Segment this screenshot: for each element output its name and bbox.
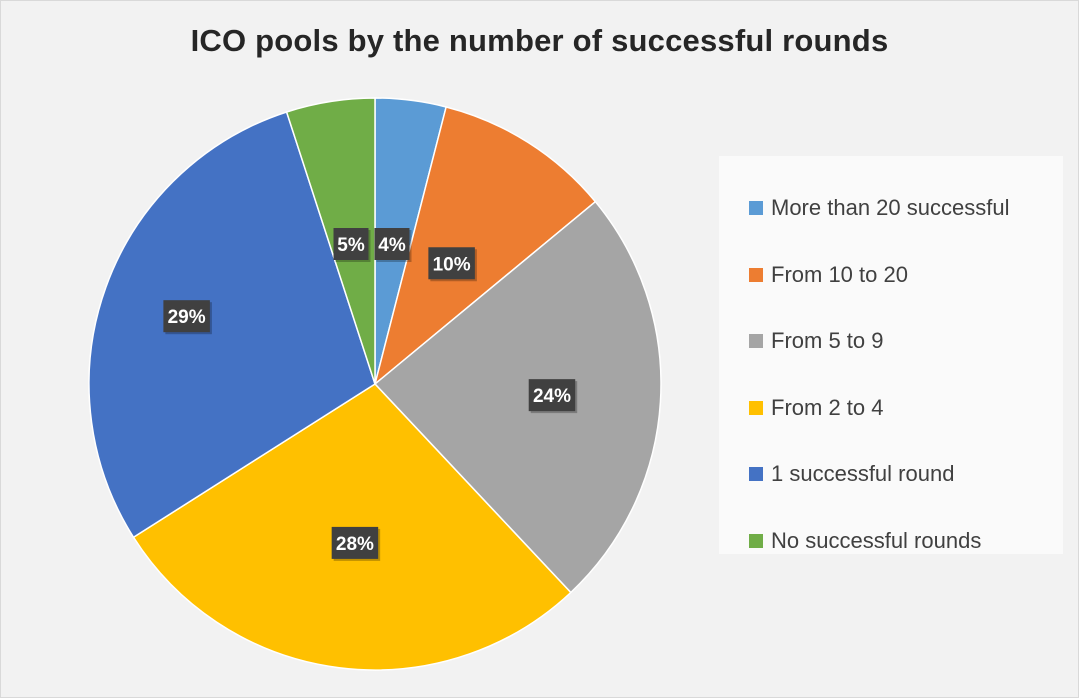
data-label-text-2: 24% bbox=[533, 386, 571, 407]
legend-item-1: From 10 to 20 bbox=[719, 242, 1063, 309]
legend-item-0: More than 20 successful bbox=[719, 175, 1063, 242]
legend-swatch-5 bbox=[749, 533, 763, 548]
data-label-text-5: 5% bbox=[337, 235, 365, 256]
legend-swatch-1 bbox=[749, 267, 763, 282]
pie-slice-5 bbox=[285, 97, 376, 385]
legend-label-5: No successful rounds bbox=[771, 527, 982, 553]
legend-swatch-0 bbox=[749, 201, 763, 216]
data-label-text-3: 28% bbox=[336, 534, 374, 555]
data-label-0: 4% bbox=[374, 228, 412, 262]
legend-swatch-3 bbox=[749, 400, 763, 415]
legend-label-4: 1 successful round bbox=[771, 461, 955, 487]
data-label-3: 28% bbox=[331, 526, 381, 561]
data-label-text-0: 4% bbox=[378, 235, 406, 256]
legend-item-4: 1 successful round bbox=[719, 441, 1063, 508]
legend-label-1: From 10 to 20 bbox=[771, 261, 908, 287]
data-label-5: 5% bbox=[333, 228, 371, 262]
legend-label-2: From 5 to 9 bbox=[771, 328, 884, 354]
data-label-text-1: 10% bbox=[433, 254, 471, 275]
pie-slice-2 bbox=[373, 200, 662, 594]
legend-label-3: From 2 to 4 bbox=[771, 394, 884, 420]
chart-legend: More than 20 successful From 10 to 20 From… bbox=[719, 156, 1063, 554]
legend-item-2: From 5 to 9 bbox=[719, 308, 1063, 375]
data-label-2: 24% bbox=[528, 379, 578, 414]
data-label-1: 10% bbox=[428, 247, 477, 282]
legend-label-0: More than 20 successful bbox=[771, 195, 1010, 221]
legend-swatch-4 bbox=[749, 467, 763, 482]
pie-data-labels: 4% 10% 24% 28% 29% 5% bbox=[163, 228, 578, 561]
legend-swatch-2 bbox=[749, 334, 763, 349]
pie-slice-1 bbox=[373, 106, 597, 387]
data-label-text-4: 29% bbox=[168, 307, 206, 328]
chart-title: ICO pools by the number of successful ro… bbox=[190, 23, 889, 58]
legend-item-5: No successful rounds bbox=[719, 508, 1063, 575]
data-label-4: 29% bbox=[163, 300, 212, 335]
pie-slice-4 bbox=[88, 111, 376, 539]
legend-item-3: From 2 to 4 bbox=[719, 375, 1063, 442]
